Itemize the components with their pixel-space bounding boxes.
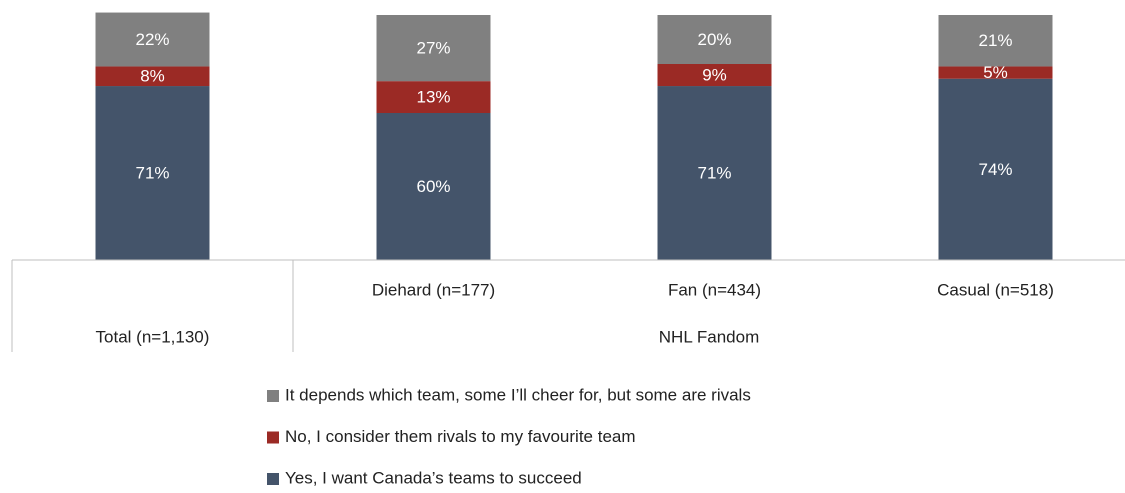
legend-swatch — [267, 390, 279, 402]
legend-swatch — [267, 473, 279, 485]
bar-segment — [657, 64, 772, 87]
bar-segment — [938, 66, 1053, 79]
x-tick-label: Fan (n=434) — [668, 280, 761, 299]
bar-segment — [938, 78, 1053, 260]
data-label: 5% — [983, 63, 1008, 82]
legend-swatch — [267, 431, 279, 444]
bar-segment — [95, 66, 210, 87]
bar-segment — [657, 15, 772, 64]
data-label: 21% — [978, 31, 1012, 50]
category-group-label: NHL Fandom — [659, 327, 759, 346]
data-label: 20% — [697, 30, 731, 49]
bar-segment — [95, 12, 210, 67]
bar-segment — [376, 113, 491, 260]
data-label: 74% — [978, 160, 1012, 179]
data-label: 22% — [135, 30, 169, 49]
bar-segment — [95, 86, 210, 260]
x-tick-label: Diehard (n=177) — [372, 280, 495, 299]
bar-segment — [938, 15, 1053, 67]
data-label: 71% — [135, 164, 169, 183]
data-label: 27% — [416, 39, 450, 58]
data-label: 13% — [416, 88, 450, 107]
legend-label: No, I consider them rivals to my favouri… — [285, 427, 636, 446]
bar-segment — [376, 15, 491, 82]
data-label: 60% — [416, 177, 450, 196]
data-label: 71% — [697, 164, 731, 183]
legend-label: Yes, I want Canada’s teams to succeed — [285, 468, 582, 487]
x-tick-label: Casual (n=518) — [937, 280, 1054, 299]
bar-segment — [657, 86, 772, 260]
bar-segment — [376, 81, 491, 113]
data-label: 8% — [140, 67, 165, 86]
legend-label: It depends which team, some I’ll cheer f… — [285, 385, 751, 404]
data-label: 9% — [702, 66, 727, 85]
x-tick-label: Total (n=1,130) — [96, 327, 210, 346]
